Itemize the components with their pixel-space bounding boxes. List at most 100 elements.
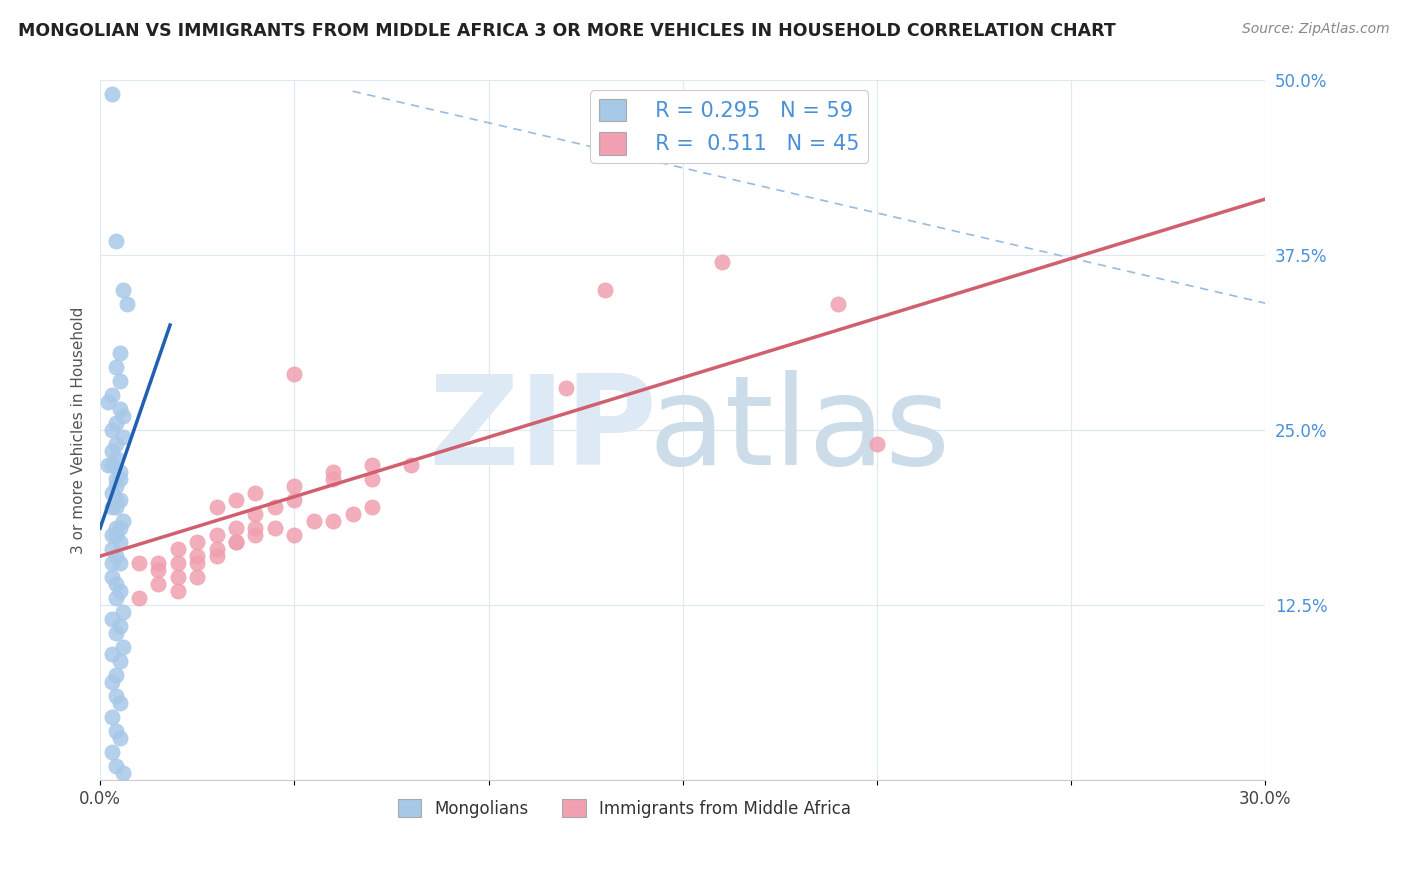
Point [117,297,139,311]
Point [264,521,287,535]
Point [108,493,131,508]
Point [283,493,305,508]
Point [108,472,131,486]
Point [166,570,188,584]
Text: Source: ZipAtlas.com: Source: ZipAtlas.com [1241,22,1389,37]
Point [101,710,124,724]
Point [104,759,127,773]
Point [108,556,131,570]
Point [225,535,247,549]
Point [108,402,131,417]
Point [148,563,170,577]
Point [205,500,228,515]
Point [101,675,124,690]
Point [108,535,131,549]
Point [104,416,127,430]
Point [108,465,131,479]
Point [112,605,135,619]
Point [322,514,344,528]
Point [361,500,384,515]
Point [101,745,124,759]
Point [104,591,127,606]
Point [104,360,127,375]
Point [104,724,127,739]
Point [101,647,124,661]
Point [283,528,305,542]
Point [101,458,124,472]
Point [361,458,384,472]
Point [104,479,127,493]
Legend: Mongolians, Immigrants from Middle Africa: Mongolians, Immigrants from Middle Afric… [391,792,858,824]
Point [283,367,305,381]
Point [101,87,124,101]
Point [101,486,124,500]
Point [555,381,578,395]
Point [104,577,127,591]
Point [101,500,124,515]
Point [101,542,124,557]
Point [283,479,305,493]
Point [108,584,131,599]
Point [264,500,287,515]
Point [205,528,228,542]
Point [186,556,208,570]
Point [225,493,247,508]
Point [827,297,849,311]
Point [108,654,131,668]
Point [108,696,131,710]
Point [104,437,127,451]
Point [166,584,188,599]
Point [112,766,135,780]
Point [108,521,131,535]
Point [104,549,127,564]
Point [104,451,127,466]
Point [148,556,170,570]
Point [104,521,127,535]
Point [593,283,616,297]
Point [205,542,228,557]
Point [101,388,124,402]
Point [101,444,124,458]
Point [186,570,208,584]
Point [104,690,127,704]
Point [245,486,267,500]
Point [101,423,124,437]
Point [104,500,127,515]
Point [361,472,384,486]
Point [112,283,135,297]
Point [101,570,124,584]
Point [399,458,422,472]
Point [866,437,889,451]
Point [245,528,267,542]
Point [225,521,247,535]
Point [108,619,131,633]
Point [112,409,135,424]
Point [108,731,131,746]
Point [322,472,344,486]
Point [166,556,188,570]
Point [104,626,127,640]
Point [101,528,124,542]
Point [322,465,344,479]
Point [104,234,127,248]
Text: MONGOLIAN VS IMMIGRANTS FROM MIDDLE AFRICA 3 OR MORE VEHICLES IN HOUSEHOLD CORRE: MONGOLIAN VS IMMIGRANTS FROM MIDDLE AFRI… [18,22,1116,40]
Point [112,430,135,444]
Point [112,514,135,528]
Point [148,577,170,591]
Point [186,535,208,549]
Point [104,493,127,508]
Point [128,591,150,606]
Point [101,556,124,570]
Point [245,507,267,521]
Point [245,521,267,535]
Point [101,612,124,626]
Point [186,549,208,564]
Text: ZIP: ZIP [429,369,657,491]
Point [97,458,120,472]
Point [108,346,131,360]
Point [97,395,120,409]
Point [128,556,150,570]
Point [108,374,131,388]
Point [205,549,228,564]
Point [104,668,127,682]
